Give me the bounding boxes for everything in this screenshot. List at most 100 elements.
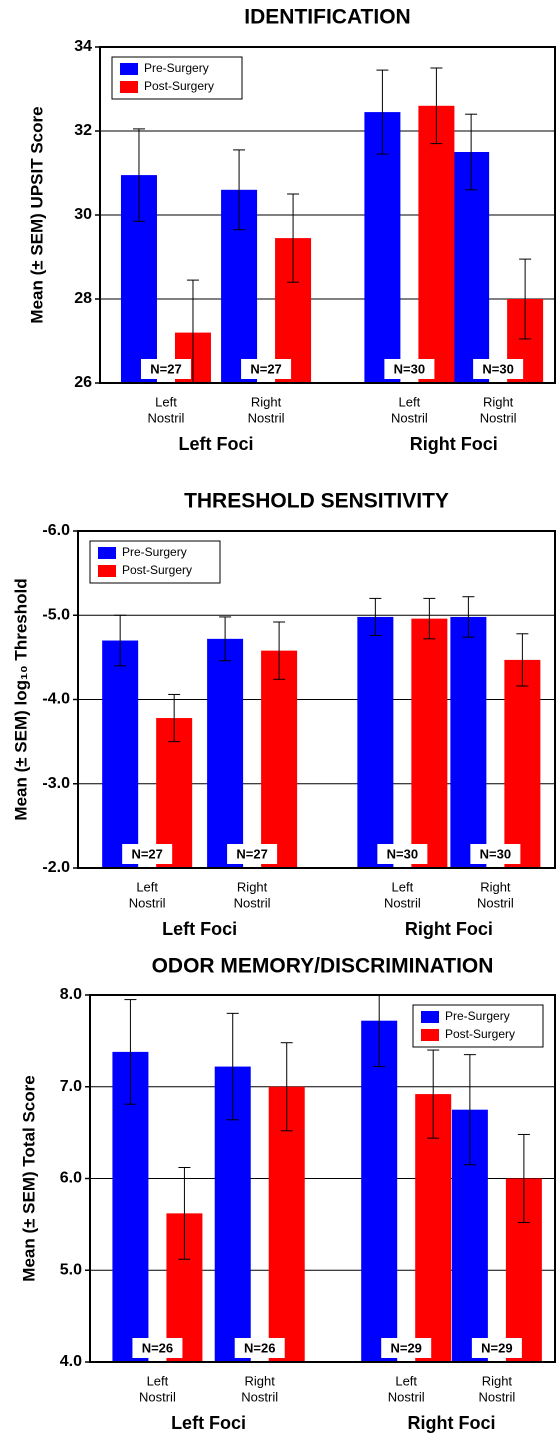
group-label: Left Foci <box>171 1413 246 1433</box>
x-tick-label: Nostril <box>248 410 285 425</box>
n-label: N=30 <box>387 846 418 861</box>
legend-swatch <box>98 565 116 577</box>
error-bar <box>168 693 181 743</box>
y-axis-label: Mean (± SEM) log₁₀ Threshold <box>11 578 30 820</box>
n-label-box <box>140 359 191 379</box>
x-tick-label: Left <box>147 1373 169 1388</box>
error-bar <box>463 1054 476 1166</box>
y-tick-label: 30 <box>74 206 92 223</box>
legend-swatch <box>120 63 138 75</box>
n-label: N=26 <box>244 1340 275 1355</box>
bar <box>261 650 298 868</box>
n-label: N=27 <box>236 846 267 861</box>
n-label-box <box>473 359 524 379</box>
n-label: N=30 <box>480 846 511 861</box>
error-bar <box>124 999 137 1105</box>
legend-label: Post-Surgery <box>122 563 192 577</box>
x-tick-label: Left <box>136 879 158 894</box>
group-label: Right Foci <box>408 1413 496 1433</box>
n-label: N=27 <box>150 361 181 376</box>
chart-title: ODOR MEMORY/DISCRIMINATION <box>152 955 494 978</box>
legend: Pre-Surgery Post-Surgery <box>89 540 221 584</box>
x-tick-label: Nostril <box>139 1389 176 1404</box>
n-label-box <box>377 844 428 864</box>
error-bar <box>462 596 475 638</box>
bar <box>411 618 448 868</box>
group-label: Left Foci <box>179 434 254 454</box>
n-label-box <box>471 1338 522 1358</box>
n-label: N=30 <box>482 361 513 376</box>
y-tick-label: -4.0 <box>42 691 70 708</box>
x-tick-label: Nostril <box>478 1389 515 1404</box>
n-label: N=29 <box>481 1340 512 1355</box>
n-label-box <box>234 1338 285 1358</box>
error-bar <box>517 1133 530 1224</box>
bar <box>418 105 455 383</box>
error-bar <box>519 258 532 340</box>
x-tick-label: Nostril <box>234 895 271 910</box>
y-tick-label: 28 <box>74 290 92 307</box>
x-tick-label: Nostril <box>241 1389 278 1404</box>
y-tick-label: 32 <box>74 122 92 139</box>
bar <box>450 616 487 868</box>
x-tick-label: Nostril <box>480 410 517 425</box>
legend-label: Post-Surgery <box>445 1027 515 1041</box>
bar <box>453 152 490 383</box>
x-tick-label: Left <box>395 1373 417 1388</box>
x-tick-label: Right <box>237 879 268 894</box>
group-label: Right Foci <box>405 919 493 939</box>
plot-frame <box>77 530 556 869</box>
x-tick-label: Left <box>155 394 177 409</box>
error-bar <box>465 113 478 191</box>
error-bar <box>273 621 286 680</box>
n-label: N=29 <box>390 1340 421 1355</box>
legend-swatch <box>98 547 116 559</box>
x-tick-label: Nostril <box>148 410 185 425</box>
group-label: Left Foci <box>162 919 237 939</box>
x-tick-label: Left <box>392 879 414 894</box>
error-bar <box>369 597 382 636</box>
y-tick-label: 8.0 <box>60 986 82 1003</box>
legend: Pre-Surgery Post-Surgery <box>412 1004 544 1048</box>
y-tick-label: 4.0 <box>60 1353 82 1370</box>
legend-label: Pre-Surgery <box>122 545 187 559</box>
y-tick-label: 5.0 <box>60 1261 82 1278</box>
y-tick-label: -5.0 <box>42 606 70 623</box>
y-tick-label: 6.0 <box>60 1170 82 1187</box>
y-axis-label: Mean (± SEM) UPSIT Score <box>27 106 46 323</box>
bar <box>156 718 193 868</box>
x-tick-label: Nostril <box>384 895 421 910</box>
error-bar <box>287 193 300 283</box>
n-label: N=30 <box>394 361 425 376</box>
bars <box>102 596 541 868</box>
legend-swatch <box>421 1011 439 1023</box>
group-label: Right Foci <box>410 434 498 454</box>
n-label-box <box>470 844 521 864</box>
error-bar <box>178 1166 191 1260</box>
y-tick-label: 7.0 <box>60 1078 82 1095</box>
error-bar <box>427 1049 440 1139</box>
x-tick-label: Right <box>480 879 511 894</box>
y-axis-label: Mean (± SEM) Total Score <box>19 1075 38 1281</box>
error-bar <box>430 67 443 145</box>
legend-swatch <box>421 1029 439 1041</box>
bar <box>207 638 244 868</box>
chart-title: IDENTIFICATION <box>244 6 410 29</box>
error-bar <box>373 995 386 1068</box>
bar <box>357 616 394 868</box>
n-label-box <box>227 844 278 864</box>
error-bar <box>226 1012 239 1121</box>
bar <box>415 1094 452 1362</box>
x-tick-label: Right <box>483 394 514 409</box>
n-label-box <box>381 1338 432 1358</box>
x-tick-label: Right <box>245 1373 276 1388</box>
bar <box>364 112 401 383</box>
y-tick-label: -2.0 <box>42 859 70 876</box>
error-bar <box>132 128 145 222</box>
error-bar <box>423 597 436 640</box>
error-bar <box>233 149 246 231</box>
n-label: N=27 <box>131 846 162 861</box>
x-tick-label: Right <box>482 1373 513 1388</box>
x-tick-label: Nostril <box>391 410 428 425</box>
